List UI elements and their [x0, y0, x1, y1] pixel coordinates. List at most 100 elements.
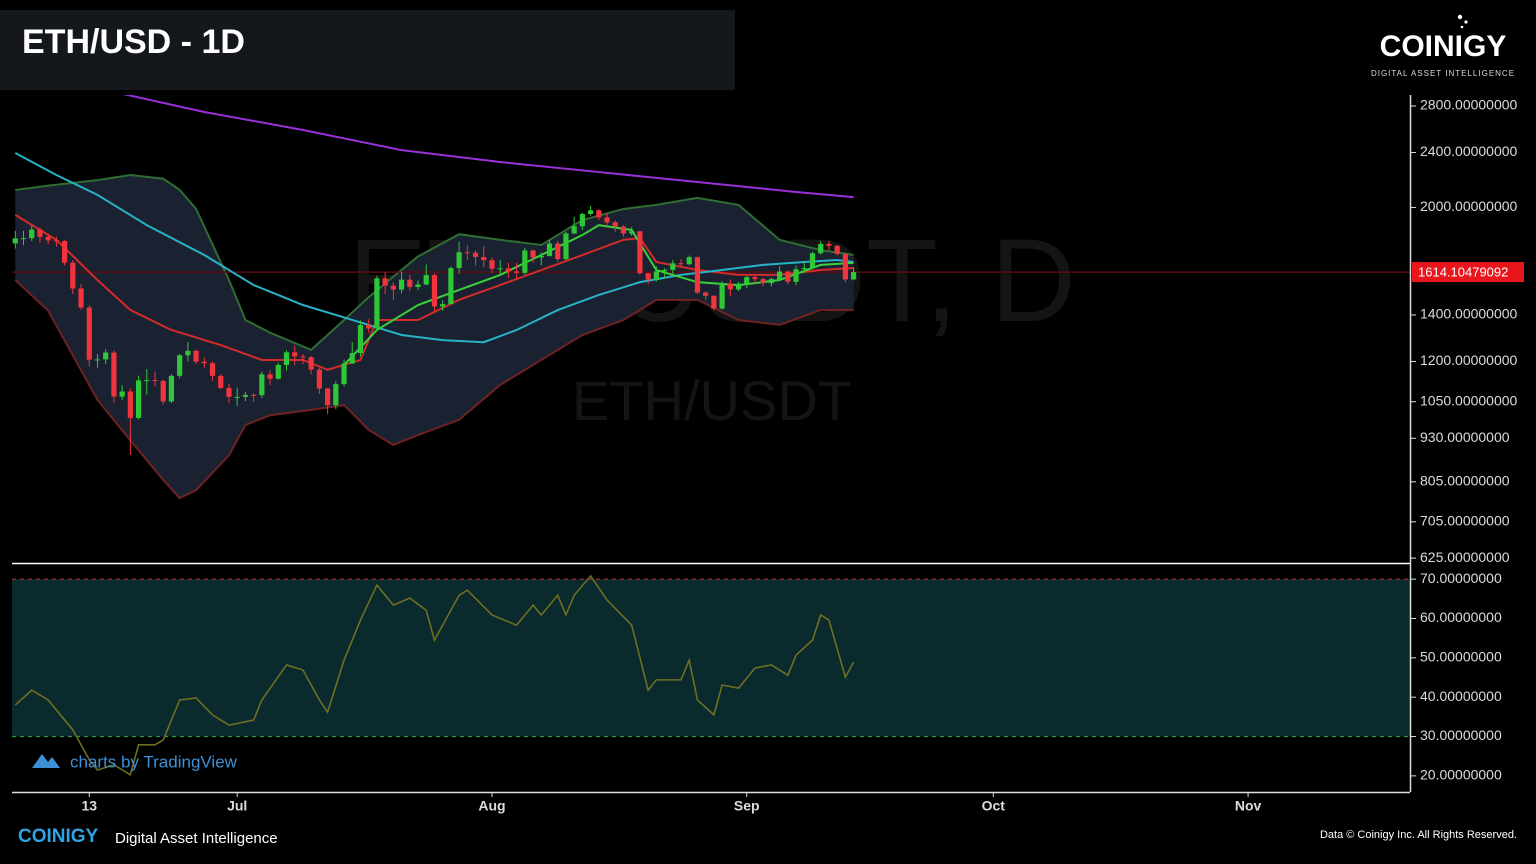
- candle-body: [530, 250, 536, 258]
- candle-body: [489, 260, 495, 269]
- candle-body: [850, 272, 857, 280]
- rsi-band: [12, 579, 1410, 737]
- candle-body: [711, 295, 717, 309]
- candle-body: [612, 222, 618, 227]
- candle-body: [127, 391, 133, 418]
- y-tick-label: 2000.00000000: [1420, 198, 1518, 214]
- candle-body: [645, 273, 651, 280]
- header-title: ETH/USD - 1D: [22, 23, 245, 61]
- candle-body: [686, 257, 692, 265]
- tradingview-icon: [32, 754, 60, 768]
- candle-body: [242, 394, 249, 397]
- y-tick-label: 2800.00000000: [1420, 97, 1518, 113]
- candle-body: [185, 350, 191, 356]
- candle-body: [12, 238, 18, 244]
- candle-body: [563, 233, 569, 260]
- candle-body: [834, 245, 840, 254]
- x-tick-label: Oct: [982, 798, 1006, 814]
- candle-body: [292, 352, 298, 357]
- candle-body: [604, 217, 610, 223]
- price-plot: ETH/USDT, D ETH/USDT: [12, 95, 1410, 500]
- candle-body: [842, 253, 848, 280]
- y-tick-label: 40.00000000: [1420, 688, 1502, 704]
- candle-body: [341, 363, 347, 385]
- candle-body: [37, 229, 43, 237]
- candle-body: [826, 243, 832, 246]
- candle-body: [760, 279, 766, 284]
- candle-body: [308, 357, 314, 370]
- candle-body: [29, 229, 35, 239]
- y-tick-label: 70.00000000: [1420, 570, 1502, 586]
- candle-body: [694, 257, 701, 293]
- candle-body: [415, 284, 421, 288]
- y-tick-label: 50.00000000: [1420, 649, 1502, 665]
- candle-body: [514, 271, 520, 273]
- candle-body: [793, 269, 799, 282]
- candle-body: [111, 352, 117, 397]
- logo-icon: [1457, 14, 1468, 29]
- candle-body: [818, 243, 824, 254]
- axes: 2800.00000000 2400.00000000 2000.00000000 1…: [12, 95, 1524, 814]
- x-tick-label: Nov: [1235, 798, 1262, 814]
- candle-body: [456, 252, 462, 269]
- y-tick-label: 1400.00000000: [1420, 306, 1518, 322]
- candle-body: [357, 325, 364, 354]
- candle-body: [777, 271, 783, 280]
- candle-body: [226, 387, 232, 397]
- header-bar: [0, 10, 735, 90]
- x-tick-label: Sep: [734, 798, 760, 814]
- candle-body: [333, 384, 339, 406]
- candle-body: [719, 283, 725, 309]
- candle-body: [144, 380, 150, 382]
- candle-body: [267, 374, 273, 379]
- logo-tagline: DIGITAL ASSET INTELLIGENCE: [1371, 69, 1515, 78]
- candle-body: [275, 364, 281, 379]
- candle-body: [744, 277, 750, 284]
- candle-body: [251, 394, 257, 396]
- candle-body: [316, 369, 322, 389]
- y-tick-label: 1200.00000000: [1420, 352, 1518, 368]
- candle-body: [670, 263, 676, 270]
- candle-body: [587, 210, 594, 214]
- moving-average: [122, 95, 854, 199]
- rsi-line: [14, 574, 855, 776]
- candle-body: [703, 292, 709, 296]
- x-tick-label: Jul: [227, 798, 247, 814]
- candle-body: [168, 375, 175, 402]
- candle-body: [135, 380, 142, 418]
- candle-body: [218, 375, 224, 388]
- candle-body: [481, 256, 487, 261]
- candle-body: [735, 283, 742, 290]
- candle-body: [768, 279, 775, 284]
- candle-body: [283, 352, 290, 365]
- candle-body: [119, 391, 125, 397]
- candle-body: [78, 288, 84, 308]
- candle-body: [497, 268, 503, 270]
- candle-body: [20, 238, 27, 240]
- y-tick-label: 705.00000000: [1420, 513, 1510, 529]
- candle-body: [324, 388, 331, 406]
- last-price-box: [1412, 262, 1524, 283]
- band-lower: [14, 279, 854, 500]
- y-tick-label: 30.00000000: [1420, 727, 1502, 743]
- x-tick-label: 13: [81, 798, 97, 814]
- candle-body: [752, 277, 758, 280]
- rsi-plot: [12, 574, 1410, 776]
- candle-body: [45, 236, 51, 241]
- copyright: Data © Coinigy Inc. All Rights Reserved.: [1320, 829, 1517, 841]
- candle-body: [546, 243, 553, 257]
- attribution: charts by TradingView: [70, 752, 238, 771]
- footer-tagline: Digital Asset Intelligence: [115, 830, 278, 847]
- candle-body: [61, 241, 68, 263]
- candle-body: [152, 380, 158, 382]
- y-tick-label: 20.00000000: [1420, 767, 1502, 783]
- last-price-label: 1614.10479092: [1418, 265, 1508, 280]
- candle-body: [661, 269, 668, 272]
- candle-body: [398, 279, 405, 290]
- candle-body: [538, 256, 544, 258]
- footer-brand: COINIGY: [18, 826, 99, 847]
- candle-body: [801, 268, 807, 270]
- candle-body: [374, 278, 380, 329]
